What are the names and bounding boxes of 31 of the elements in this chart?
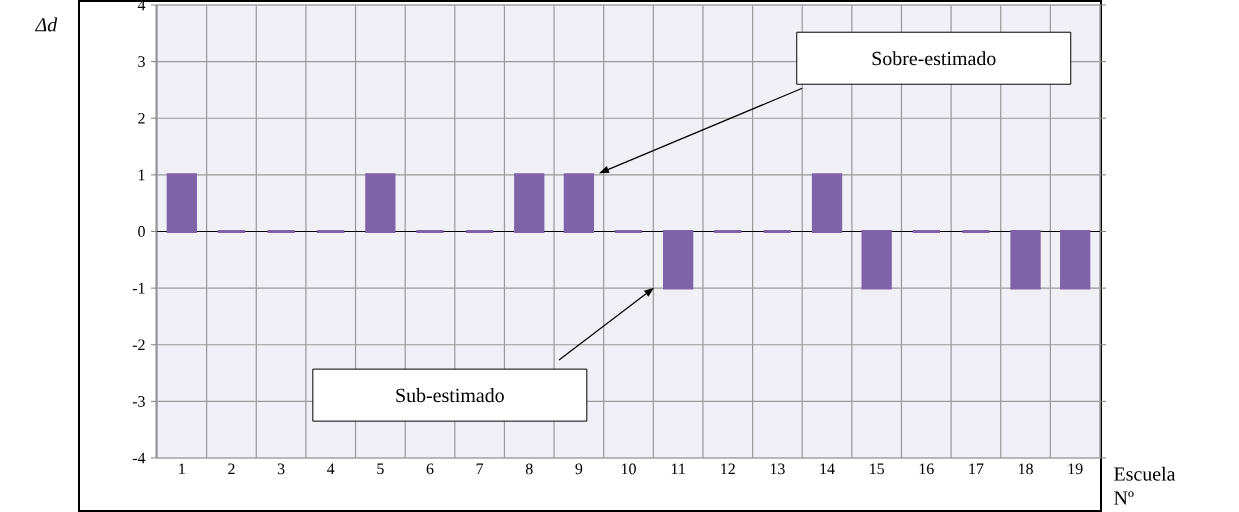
x-tick-label: 5 <box>377 463 384 475</box>
y-tick-label: -3 <box>132 396 145 407</box>
x-tick-label: 18 <box>1019 463 1033 475</box>
x-tick-label: 8 <box>525 463 533 475</box>
x-tick-label: 14 <box>820 463 835 475</box>
x-tick-label: 1 <box>179 463 185 475</box>
y-axis-title: Δd <box>34 17 58 32</box>
annotation: Sobre-estimado <box>872 51 996 66</box>
x-tick-label: 17 <box>969 463 984 475</box>
y-tick-label: 1 <box>138 169 145 181</box>
x-tick-label: 4 <box>327 463 335 474</box>
y-tick-label: -2 <box>132 339 145 351</box>
y-tick-label: -4 <box>132 452 146 464</box>
x-tick-label: 7 <box>476 463 484 474</box>
x-tick-label: 11 <box>671 463 685 475</box>
x-tick-label: 15 <box>870 463 885 475</box>
x-tick-label: 3 <box>277 463 285 475</box>
x-tick-label: 12 <box>721 463 735 475</box>
x-tick-label: 13 <box>770 463 785 475</box>
x-tick-label: 16 <box>919 463 934 475</box>
y-tick-label: 0 <box>138 226 145 237</box>
x-axis-title: Escuela Nº <box>1114 466 1176 505</box>
annotation: Sub-estimado <box>396 388 504 403</box>
y-tick-label: 3 <box>138 56 145 67</box>
x-tick-label: 2 <box>228 463 235 475</box>
x-tick-label: 9 <box>575 463 583 475</box>
x-tick-label: 6 <box>426 463 434 475</box>
x-tick-label: 19 <box>1068 463 1083 475</box>
y-tick-label: -1 <box>132 282 145 294</box>
x-tick-label: 10 <box>621 463 636 475</box>
y-tick-label: 2 <box>138 112 145 124</box>
